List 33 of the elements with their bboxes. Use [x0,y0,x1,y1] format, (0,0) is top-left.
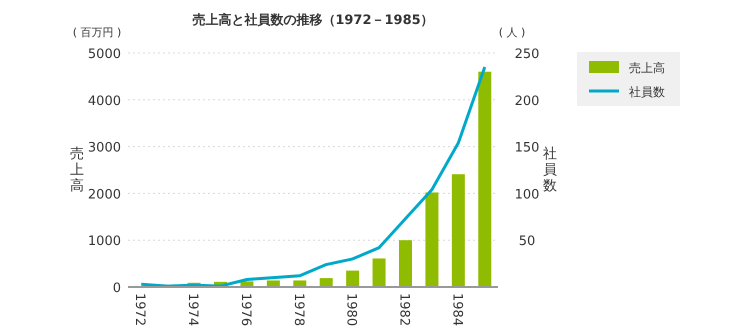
legend-label: 社員数 [629,85,665,99]
y-tick-label: 0 [112,281,121,296]
x-tick-label: 1974 [185,293,200,326]
bar [425,192,438,287]
chart-title: 売上高と社員数の推移（1972－1985） [192,12,434,28]
x-tick-label: 1980 [344,293,359,326]
y-tick-label: 3000 [88,140,121,156]
y-tick-label: 1000 [88,234,121,250]
x-tick-label: 1982 [396,293,412,326]
y2-tick-label: 250 [514,47,540,62]
x-tick-label: 1978 [290,293,306,326]
bar [478,72,492,287]
x-tick-label: 1972 [132,293,148,326]
line-series [140,66,486,288]
y2-tick-label: 50 [518,234,536,250]
x-tick-label: 1984 [449,293,464,326]
legend-label: 売上高 [629,61,665,75]
bar [320,278,333,287]
bar [346,270,360,287]
y2-axis-title: 社員数 [543,146,557,194]
y2-tick-label: 200 [514,94,540,109]
y2-tick-label: 150 [514,140,540,156]
y-axis-title: 売上高 [70,146,84,194]
y-tick-label: 4000 [88,94,121,109]
bar [452,174,465,287]
x-tick-label: 1976 [238,293,253,326]
bar [399,240,412,287]
text: ( 百万円 ) [72,26,122,39]
text: ( 人 ) [498,26,526,39]
bar [372,258,386,287]
y2-tick-label: 100 [514,187,540,202]
y-tick-label: 5000 [88,47,121,62]
y-tick-label: 2000 [88,187,121,202]
